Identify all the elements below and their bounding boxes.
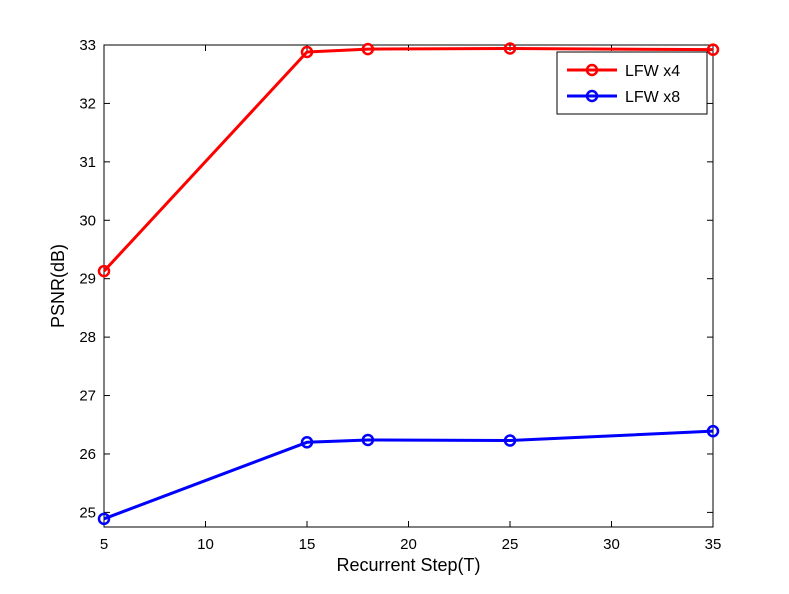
x-axis-label: Recurrent Step(T)	[336, 555, 480, 575]
legend: LFW x4 LFW x8	[556, 51, 708, 115]
legend-box	[556, 51, 708, 115]
y-tick-label: 28	[79, 329, 96, 346]
x-tick-label: 20	[400, 536, 417, 553]
y-tick-label: 33	[79, 37, 96, 54]
series-line	[102, 47, 714, 273]
y-tick-label: 25	[79, 504, 96, 521]
series-line	[103, 429, 714, 521]
data-point	[706, 424, 720, 438]
data-point	[300, 45, 314, 59]
series-layer	[97, 42, 720, 526]
x-tick-label: 25	[502, 536, 519, 553]
y-tick-label: 26	[79, 446, 96, 463]
data-point	[300, 436, 314, 449]
legend-swatch-marker	[585, 89, 599, 103]
x-tick-label: 5	[100, 536, 108, 553]
y-axis-label: PSNR(dB)	[48, 244, 68, 328]
y-tick-label: 31	[79, 154, 96, 171]
y-tick-label: 29	[79, 271, 96, 288]
axis-ticks: 5 10 15 20 25 30 35 25 26 27 28 29 30 31 32 33	[79, 37, 721, 553]
data-point	[361, 433, 375, 447]
x-tick-label: 30	[603, 536, 620, 553]
legend-entry-label: LFW x8	[625, 89, 680, 106]
x-tick-label: 10	[197, 536, 214, 553]
legend-swatch-marker	[585, 63, 599, 77]
y-tick-label: 30	[79, 212, 96, 229]
legend-entry-label: LFW x4	[625, 63, 680, 80]
series-lfw-x4	[97, 42, 720, 278]
data-point	[97, 264, 111, 278]
data-point	[503, 434, 517, 447]
y-tick-label: 32	[79, 95, 96, 112]
series-lfw-x8	[97, 424, 720, 526]
y-tick-label: 27	[79, 388, 96, 405]
data-point	[503, 42, 517, 55]
data-point	[706, 43, 720, 56]
data-point	[361, 42, 375, 56]
plot-area	[103, 44, 714, 528]
x-tick-label: 15	[299, 536, 316, 553]
data-point	[97, 512, 111, 526]
x-tick-label: 35	[705, 536, 722, 553]
